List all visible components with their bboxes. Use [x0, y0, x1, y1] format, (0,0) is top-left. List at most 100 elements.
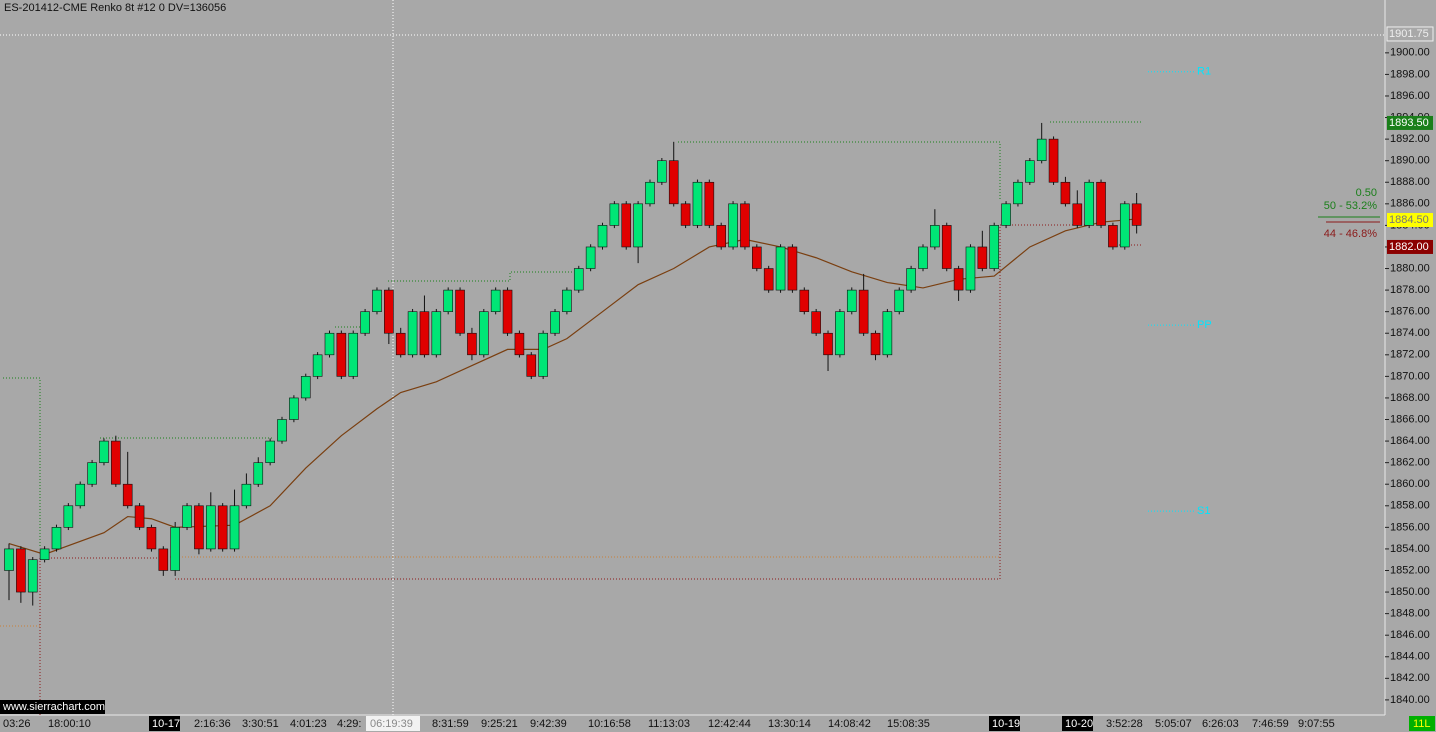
- candle-body: [573, 268, 584, 291]
- x-tick-label: 3:30:51: [242, 718, 279, 730]
- candle-body: [158, 548, 169, 571]
- annotation: 50 - 53.2%: [1324, 200, 1377, 212]
- y-tick-label: 1850.00: [1390, 586, 1430, 598]
- crosshair-time: 06:19:39: [370, 718, 413, 730]
- candle-body: [146, 527, 157, 550]
- candle-body: [965, 246, 976, 291]
- y-tick-label: 1860.00: [1390, 478, 1430, 490]
- price-label-box: [1387, 239, 1433, 254]
- x-tick-label: 9:25:21: [481, 718, 518, 730]
- y-tick-label: 1842.00: [1390, 672, 1430, 684]
- y-tick-label: 1880.00: [1390, 262, 1430, 274]
- pivot-label: R1: [1197, 66, 1211, 78]
- x-tick-label: 6:26:03: [1202, 718, 1239, 730]
- candle-body: [300, 376, 311, 399]
- candle-body: [170, 527, 180, 571]
- y-tick-label: 1876.00: [1390, 306, 1430, 318]
- y-tick-label: 1868.00: [1390, 392, 1430, 404]
- candle-body: [870, 332, 881, 356]
- candle-body: [63, 505, 74, 528]
- x-tick-label: 03:26: [3, 718, 31, 730]
- candle-body: [1096, 181, 1106, 226]
- x-tick-label: 14:08:42: [828, 718, 871, 730]
- y-tick-label: 1856.00: [1390, 521, 1430, 533]
- candle-body: [194, 505, 204, 550]
- y-tick-label: 1846.00: [1390, 629, 1430, 641]
- candle-body: [431, 311, 442, 356]
- candle-body: [526, 354, 537, 377]
- price-label: 1893.50: [1389, 117, 1429, 129]
- candle-body: [1131, 203, 1142, 226]
- candle-body: [716, 225, 727, 248]
- candle-body: [1084, 181, 1094, 226]
- status-box: [1409, 716, 1435, 731]
- candle-body: [39, 548, 50, 561]
- price-label: 1884.50: [1389, 214, 1429, 226]
- x-tick-label: 10-17: [152, 718, 180, 730]
- candle-body: [277, 419, 287, 442]
- candle-body: [740, 203, 750, 248]
- candle-body: [182, 505, 192, 528]
- candle-body: [324, 332, 335, 356]
- candle-body: [775, 246, 786, 291]
- candle-body: [514, 332, 525, 356]
- y-tick-label: 1874.00: [1390, 327, 1430, 339]
- candle-body: [728, 203, 738, 248]
- candle-body: [265, 440, 275, 463]
- price-label-box: [1386, 26, 1434, 42]
- level-line: [0, 556, 1000, 627]
- candle-body: [467, 332, 477, 356]
- candle-body: [930, 225, 940, 248]
- candle-body: [989, 225, 1000, 269]
- candle-body: [229, 505, 240, 550]
- candle-body: [846, 289, 857, 312]
- price-label-box: [1387, 213, 1433, 227]
- level-line: [3, 377, 41, 548]
- candle-body: [395, 332, 406, 356]
- y-tick-label: 1878.00: [1390, 284, 1430, 296]
- candle-body: [99, 440, 109, 463]
- x-tick-label: 9:07:55: [1298, 718, 1335, 730]
- candle-body: [455, 289, 465, 334]
- candle-body: [858, 289, 869, 334]
- x-tick-label: 8:31:59: [432, 718, 469, 730]
- candle-body: [680, 203, 691, 226]
- y-tick-label: 1886.00: [1390, 198, 1430, 210]
- x-tick-label: 11:13:03: [648, 718, 690, 730]
- candle-body: [75, 483, 86, 507]
- candle-body: [585, 246, 596, 269]
- candle-body: [562, 289, 572, 312]
- pivot-label: S1: [1197, 505, 1210, 517]
- y-tick-label: 1896.00: [1390, 90, 1430, 102]
- candle-body: [122, 483, 133, 507]
- candle-body: [348, 332, 359, 377]
- date-box: [989, 716, 1020, 731]
- x-tick-label: 5:05:07: [1155, 718, 1192, 730]
- x-tick-label: 10-19: [992, 718, 1020, 730]
- y-tick-label: 1872.00: [1390, 349, 1430, 361]
- price-label: 1901.75: [1389, 28, 1429, 40]
- x-tick-label: 4:01:23: [290, 718, 327, 730]
- candle-body: [1119, 203, 1130, 248]
- candle-body: [894, 289, 905, 312]
- y-tick-label: 1852.00: [1390, 564, 1430, 576]
- candle-body: [657, 160, 667, 183]
- candle-body: [538, 332, 548, 377]
- candle-body: [787, 246, 798, 291]
- watermark-box: [0, 700, 105, 714]
- x-tick-label: 9:42:39: [530, 718, 567, 730]
- candle-body: [1025, 160, 1035, 183]
- candle-body: [336, 332, 347, 377]
- x-tick-label: 18:00:10: [48, 718, 91, 730]
- candle-body: [443, 289, 453, 312]
- candle-body: [882, 311, 893, 356]
- y-tick-label: 1898.00: [1390, 68, 1430, 80]
- candle-body: [27, 559, 38, 593]
- x-tick-label: 10-20: [1065, 718, 1093, 730]
- x-tick-label: 12:42:44: [708, 718, 751, 730]
- date-box: [149, 716, 180, 731]
- candle-body: [811, 311, 821, 334]
- candle-body: [1013, 181, 1023, 205]
- candle-body: [918, 246, 928, 269]
